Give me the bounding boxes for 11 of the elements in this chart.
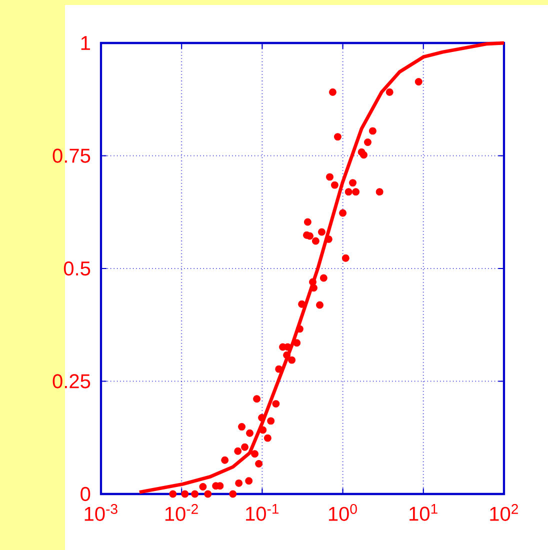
x-tick-label: 10$^{-3}$ [84,504,118,521]
x-tick-label: 10$^{2}$ [490,504,518,521]
y-tick-label: 0.5 [64,261,90,276]
x-tick-label: 10$^{1}$ [410,504,438,521]
y-tick-label: 0.25 [52,374,90,388]
x-tick-label: 10$^{-1}$ [246,504,279,521]
y-tick-label: 0.75 [52,148,90,163]
x-tick-label: 10$^{0}$ [328,504,357,521]
x-tick-label: 10$^{-2}$ [165,504,198,521]
y-tick-label: 1 [81,36,90,50]
y-tick-label: 0 [80,486,90,502]
